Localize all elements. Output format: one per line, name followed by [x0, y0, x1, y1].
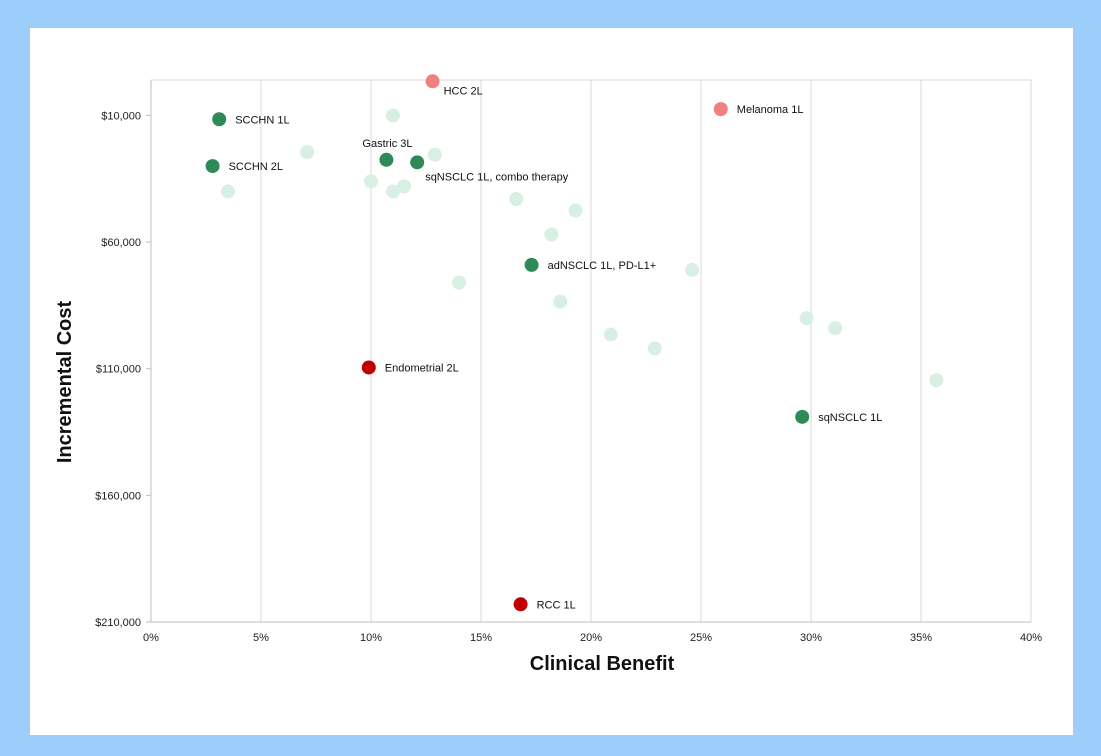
data-point	[221, 184, 235, 199]
x-tick-label: 25%	[690, 632, 712, 644]
data-point	[544, 227, 559, 242]
axis-layer: 0% 5% 10% 15% 20% 25% 30% 35% 40% $10,000 $60,000 $…	[95, 80, 1042, 644]
x-tick-label: 10%	[360, 632, 382, 644]
y-tick-label: $210,000	[95, 617, 141, 629]
data-point-label: sqNSCLC 1L, combo therapy	[425, 171, 569, 183]
data-point	[386, 108, 400, 123]
grid-layer	[151, 79, 1032, 622]
data-point-label: sqNSCLC 1L	[818, 412, 882, 424]
data-point	[509, 192, 524, 207]
highlighted-data-point	[212, 112, 227, 127]
data-point	[452, 275, 466, 290]
data-point	[685, 262, 700, 277]
points-layer	[205, 74, 944, 612]
y-tick-label: $110,000	[96, 364, 141, 376]
data-point	[828, 321, 843, 336]
data-point	[929, 373, 944, 388]
highlighted-data-point	[379, 152, 394, 167]
x-tick-label: 0%	[143, 632, 159, 644]
highlighted-data-point	[425, 74, 440, 89]
highlighted-data-point	[513, 597, 528, 612]
data-point	[364, 174, 378, 189]
chart-panel: 0% 5% 10% 15% 20% 25% 30% 35% 40% $10,000 $60,000 $…	[30, 28, 1073, 735]
highlighted-data-point	[205, 159, 220, 174]
x-axis-title: Clinical Benefit	[530, 653, 675, 675]
x-tick-label: 15%	[470, 632, 492, 644]
data-point-label: adNSCLC 1L, PD-L1+	[548, 260, 657, 272]
scatter-chart: 0% 5% 10% 15% 20% 25% 30% 35% 40% $10,000 $60,000 $…	[54, 74, 1042, 675]
data-point	[647, 341, 662, 356]
x-tick-label: 5%	[253, 632, 269, 644]
data-point-label: Gastric 3L	[362, 138, 412, 150]
data-point-label: RCC 1L	[537, 599, 576, 611]
x-tick-label: 35%	[910, 632, 932, 644]
data-point	[300, 145, 315, 160]
y-axis-title: Incremental Cost	[54, 301, 76, 464]
y-tick-label: $160,000	[95, 490, 141, 502]
x-tick-label: 20%	[580, 632, 602, 644]
y-tick-label: $10,000	[101, 110, 141, 122]
y-tick-label: $60,000	[101, 237, 141, 249]
data-point-label: Melanoma 1L	[737, 104, 804, 116]
data-point	[427, 147, 442, 162]
highlighted-data-point	[361, 360, 376, 375]
highlighted-data-point	[713, 102, 728, 117]
data-point-label: HCC 2L	[444, 85, 483, 97]
data-point	[386, 184, 400, 199]
data-point-label: SCCHN 1L	[235, 114, 289, 126]
data-point	[553, 294, 568, 309]
data-point-label: SCCHN 2L	[229, 161, 283, 173]
x-tick-label: 30%	[800, 632, 822, 644]
data-point	[397, 179, 411, 194]
labels-layer: SCCHN 1L SCCHN 2L Gastric 3L sqNSCLC 1L, co…	[229, 85, 883, 611]
data-point-label: Endometrial 2L	[385, 362, 459, 374]
highlighted-data-point	[795, 409, 810, 424]
data-point	[568, 203, 583, 218]
highlighted-data-point	[410, 155, 425, 170]
highlighted-data-point	[524, 257, 539, 272]
data-point	[603, 327, 618, 342]
x-tick-label: 40%	[1020, 632, 1042, 644]
data-point	[799, 311, 814, 326]
